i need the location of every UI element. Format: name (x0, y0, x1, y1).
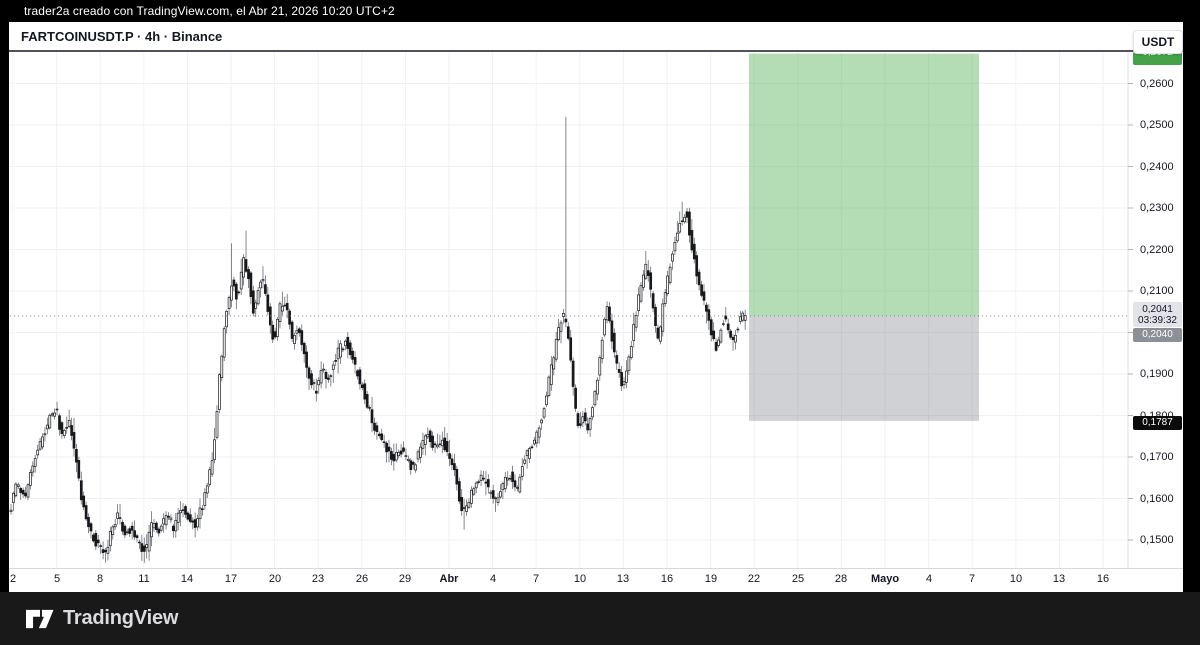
current-price-badge: 0,2041 03:39:32 (1133, 302, 1182, 327)
time-tick-label: 11 (138, 573, 150, 585)
position-entry-badge: 0,2040 (1133, 328, 1182, 342)
attribution-text: trader2a creado con TradingView.com, el … (24, 4, 395, 18)
pane-separator (9, 50, 1183, 52)
symbol-header[interactable]: FARTCOINUSDT.P · 4h · Binance (9, 22, 1183, 50)
price-tick-label: 0,2500 (1140, 119, 1174, 131)
candle-series (9, 116, 747, 563)
time-tick-label: 22 (747, 573, 761, 585)
time-tick-label: 7 (968, 573, 976, 585)
currency-toggle[interactable]: USDT (1133, 30, 1183, 54)
time-tick-label: 19 (704, 573, 718, 585)
tradingview-wordmark[interactable]: TradingView (63, 607, 179, 629)
chart-pane[interactable]: 0,2041 03:39:32 0,2040 0,1787 0,2672 0,2… (9, 52, 1183, 568)
price-tick-label: 0,1600 (1140, 493, 1174, 505)
footer-bar: TradingView (0, 592, 1200, 645)
price-tick-label: 0,1900 (1140, 368, 1174, 380)
time-tick-label: 17 (224, 573, 238, 585)
price-tick-label: 0,2200 (1140, 244, 1174, 256)
price-tick-label: 0,2400 (1140, 161, 1174, 173)
time-tick-label: 13 (616, 573, 630, 585)
bar-countdown: 03:39:32 (1138, 315, 1177, 326)
time-tick-label: Abr (439, 573, 459, 585)
time-tick-label: 10 (1009, 573, 1023, 585)
stop-price-badge: 0,1787 (1133, 416, 1182, 430)
current-price-value: 0,2041 (1142, 304, 1173, 315)
time-tick-label: 20 (268, 573, 282, 585)
candlestick-chart[interactable] (9, 52, 1183, 568)
price-tick-label: 0,2600 (1140, 78, 1174, 90)
price-tick-label: 0,1700 (1140, 451, 1174, 463)
price-tick-label: 0,2300 (1140, 202, 1174, 214)
time-tick-label: 13 (1052, 573, 1066, 585)
time-tick-label: Mayo (870, 573, 900, 585)
price-tick-label: 0,2100 (1140, 285, 1174, 297)
symbol-title: FARTCOINUSDT.P · 4h · Binance (21, 28, 223, 44)
time-tick-label: 10 (573, 573, 587, 585)
tradingview-logo-icon[interactable] (26, 607, 54, 631)
time-tick-label: 28 (834, 573, 848, 585)
time-tick-label: 29 (398, 573, 412, 585)
time-tick-label: 16 (660, 573, 674, 585)
time-tick-label: 4 (925, 573, 933, 585)
time-tick-label: 4 (489, 573, 497, 585)
chart-widget: FARTCOINUSDT.P · 4h · Binance 0,2041 03:… (9, 22, 1183, 592)
time-tick-label: 7 (532, 573, 540, 585)
time-tick-label: 23 (311, 573, 325, 585)
time-tick-label: 25 (791, 573, 805, 585)
loss-zone[interactable] (749, 315, 979, 421)
time-tick-label: 16 (1096, 573, 1110, 585)
time-tick-label: 26 (355, 573, 369, 585)
profit-zone[interactable] (749, 53, 979, 316)
time-axis[interactable]: 2 5 8 11 14 17 20 23 26 29 Abr 4 7 10 13 16 19 22 25 28 Mayo… (9, 568, 1183, 590)
price-tick-label: 0,1500 (1140, 534, 1174, 546)
time-tick-label: 14 (180, 573, 194, 585)
time-tick-label: 5 (53, 573, 61, 585)
target-price-badge: 0,2672 (1133, 52, 1182, 65)
time-tick-label: 8 (96, 573, 104, 585)
attribution-bar: trader2a creado con TradingView.com, el … (0, 0, 1200, 22)
time-tick-label: 2 (9, 573, 17, 585)
